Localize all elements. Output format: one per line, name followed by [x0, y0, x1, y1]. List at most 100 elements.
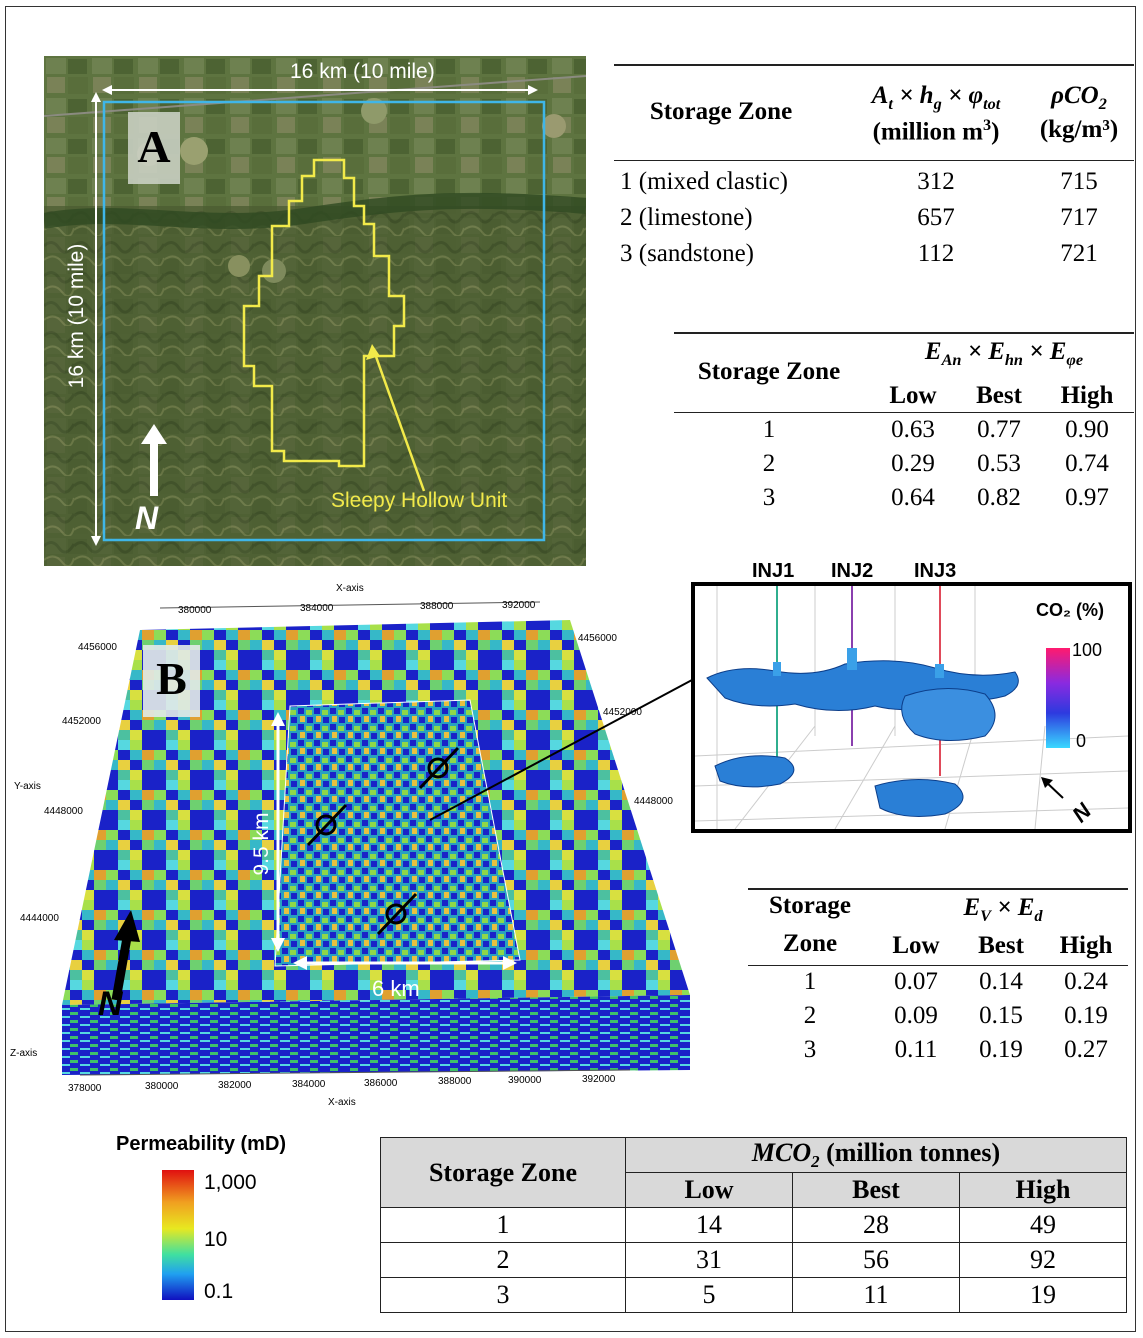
- t2-header-group: EAn × Ehn × Eφe: [874, 338, 1134, 370]
- co2-colorbar-title: CO₂ (%): [1036, 600, 1104, 621]
- y-tick-right: 4456000: [578, 633, 617, 644]
- t4-row1-low: 14: [626, 1208, 793, 1243]
- y-tick-left: 4444000: [20, 913, 59, 924]
- x-tick-bottom: 378000: [68, 1083, 101, 1094]
- t1-row3-zone: 3 (sandstone): [620, 240, 754, 268]
- t3-row2-low: 0.09: [876, 1002, 956, 1030]
- x-tick-bottom: 380000: [145, 1081, 178, 1092]
- permeability-tick-low: 0.1: [204, 1280, 233, 1304]
- t3-header-zone-2: Zone: [748, 930, 872, 958]
- t3-row3-low: 0.11: [876, 1036, 956, 1064]
- table-area-efficiency: Storage Zone EAn × Ehn × Eφe Low Best Hi…: [674, 332, 1134, 522]
- t3-header-group: EV × Ed: [878, 894, 1128, 926]
- unit-label: Sleepy Hollow Unit: [331, 489, 507, 513]
- panel-b-model: [10, 580, 700, 1120]
- co2-colorbar-max: 100: [1072, 640, 1102, 661]
- t2-header-zone: Storage Zone: [674, 358, 864, 386]
- t3-row1-low: 0.07: [876, 968, 956, 996]
- x-tick-bottom: 388000: [438, 1076, 471, 1087]
- co2-colorbar-min: 0: [1076, 731, 1086, 752]
- inj2-label: INJ2: [831, 560, 873, 583]
- t2-col-low: Low: [870, 382, 956, 410]
- x-tick-bottom: 384000: [292, 1079, 325, 1090]
- t3-row1-best: 0.14: [958, 968, 1044, 996]
- t3-row3-zone: 3: [768, 1036, 852, 1064]
- t1-row1-density: 715: [1026, 168, 1132, 196]
- t4-header-group: MCO2 (million tonnes): [626, 1138, 1127, 1173]
- t2-row1-high: 0.90: [1042, 416, 1132, 444]
- y-tick-left: 4456000: [78, 642, 117, 653]
- x-tick-bottom: 390000: [508, 1075, 541, 1086]
- t3-row2-zone: 2: [768, 1002, 852, 1030]
- inj1-label: INJ1: [752, 560, 794, 583]
- t3-row1-high: 0.24: [1044, 968, 1128, 996]
- dim-horizontal-label: 6 km: [372, 976, 420, 1002]
- scale-horizontal-label: 16 km (10 mile): [290, 60, 435, 84]
- t2-row1-best: 0.77: [956, 416, 1042, 444]
- t2-col-high: High: [1042, 382, 1132, 410]
- panel-a-label: A: [128, 120, 180, 173]
- x-axis-title-top: X-axis: [336, 583, 364, 594]
- t2-row2-high: 0.74: [1042, 450, 1132, 478]
- t2-col-best: Best: [956, 382, 1042, 410]
- t3-col-high: High: [1044, 932, 1128, 960]
- t1-row3-density: 721: [1026, 240, 1132, 268]
- t1-header-density: ρCO2: [1026, 82, 1132, 114]
- inj3-label: INJ3: [914, 560, 956, 583]
- x-tick-bottom: 386000: [364, 1078, 397, 1089]
- t4-row1-zone: 1: [381, 1208, 626, 1243]
- t4-header-zone: Storage Zone: [381, 1138, 626, 1208]
- permeability-title: Permeability (mD): [116, 1133, 286, 1156]
- t3-row3-best: 0.19: [958, 1036, 1044, 1064]
- x-tick-bottom: 382000: [218, 1080, 251, 1091]
- t4-col-low: Low: [626, 1173, 793, 1208]
- y-tick-right: 4448000: [634, 796, 673, 807]
- permeability-colorbar: [162, 1170, 194, 1300]
- y-tick-right: 4452000: [603, 707, 642, 718]
- t4-row2-zone: 2: [381, 1243, 626, 1278]
- t2-row2-best: 0.53: [956, 450, 1042, 478]
- model-side-face: [62, 995, 690, 1075]
- t3-row1-zone: 1: [768, 968, 852, 996]
- t3-row3-high: 0.27: [1044, 1036, 1128, 1064]
- y-tick-left: 4452000: [62, 716, 101, 727]
- t4-row1-best: 28: [793, 1208, 960, 1243]
- t2-row3-high: 0.97: [1042, 484, 1132, 512]
- z-axis-title: Z-axis: [10, 1048, 37, 1059]
- t1-header-zone: Storage Zone: [614, 98, 828, 126]
- permeability-tick-mid: 10: [204, 1228, 227, 1252]
- t3-row2-best: 0.15: [958, 1002, 1044, 1030]
- t2-row2-low: 0.29: [870, 450, 956, 478]
- table-row: 3 5 11 19: [381, 1278, 1127, 1313]
- t4-row3-low: 5: [626, 1278, 793, 1313]
- t1-row1-zone: 1 (mixed clastic): [620, 168, 788, 196]
- x-tick-top: 380000: [178, 605, 211, 616]
- x-tick-top: 392000: [502, 600, 535, 611]
- t1-row3-volume: 112: [836, 240, 1036, 268]
- t3-row2-high: 0.19: [1044, 1002, 1128, 1030]
- t2-row1-low: 0.63: [870, 416, 956, 444]
- north-label-a: N: [135, 500, 158, 537]
- t4-col-best: Best: [793, 1173, 960, 1208]
- table-row: 1 14 28 49: [381, 1208, 1127, 1243]
- table-volumetric-efficiency: Storage Zone EV × Ed Low Best High 1 0.0…: [748, 888, 1128, 1068]
- t4-row2-high: 92: [960, 1243, 1127, 1278]
- t1-row1-volume: 312: [836, 168, 1036, 196]
- scale-vertical-label: 16 km (10 mile): [65, 226, 89, 406]
- t2-row3-best: 0.82: [956, 484, 1042, 512]
- y-tick-left: 4448000: [44, 806, 83, 817]
- t2-row2-zone: 2: [724, 450, 814, 478]
- t1-header-density-unit: (kg/m³): [1026, 116, 1132, 144]
- t2-row1-zone: 1: [724, 416, 814, 444]
- t1-row2-density: 717: [1026, 204, 1132, 232]
- x-tick-top: 388000: [420, 601, 453, 612]
- table-row: 2 31 56 92: [381, 1243, 1127, 1278]
- t3-col-best: Best: [958, 932, 1044, 960]
- t4-row3-zone: 3: [381, 1278, 626, 1313]
- t4-row2-best: 56: [793, 1243, 960, 1278]
- t3-header-zone-1: Storage: [748, 892, 872, 920]
- co2-plume-image: [695, 586, 1128, 829]
- t4-row1-high: 49: [960, 1208, 1127, 1243]
- t1-row2-zone: 2 (limestone): [620, 204, 753, 232]
- table-mco2: Storage Zone MCO2 (million tonnes) Low B…: [380, 1137, 1127, 1313]
